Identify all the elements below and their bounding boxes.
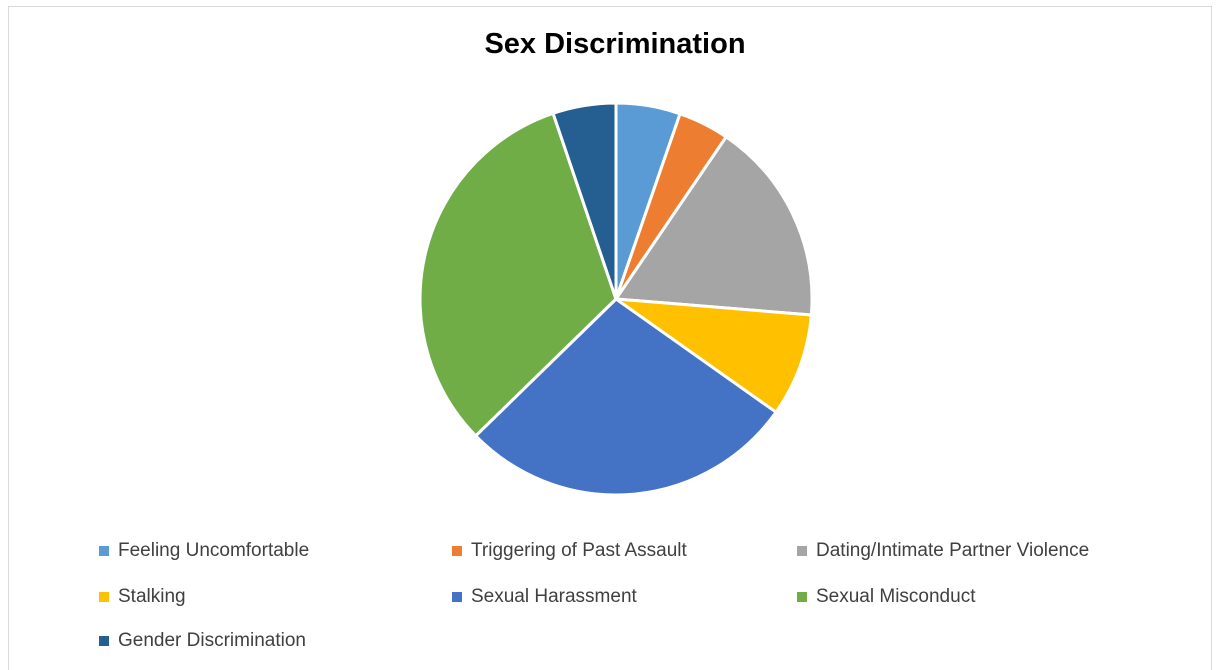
pie-slice-sexual-harassment <box>474 297 778 497</box>
pie-slice-dating-intimate-partner-violence <box>614 135 814 317</box>
pie-slice-sexual-misconduct <box>418 111 618 438</box>
pie-slice-gender-discrimination <box>551 101 618 301</box>
chart-title: Sex Discrimination <box>484 28 746 60</box>
pie-slice-stalking <box>614 297 813 414</box>
